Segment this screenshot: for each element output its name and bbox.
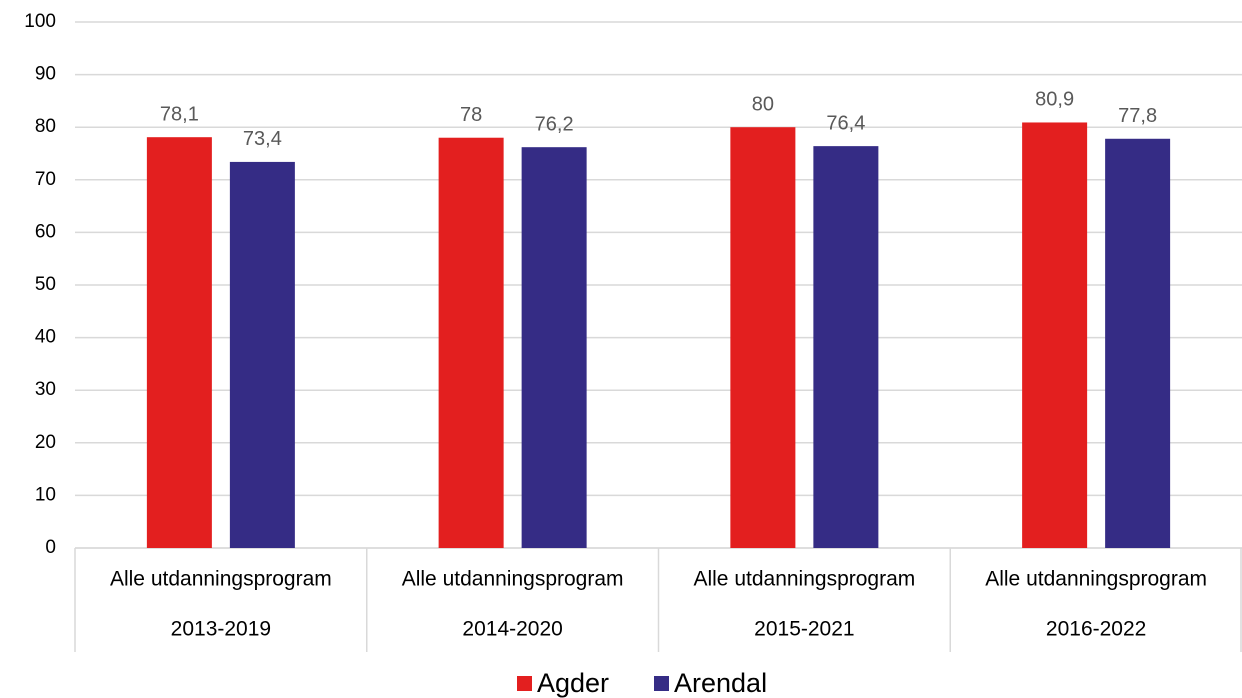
bar xyxy=(521,147,587,549)
value-label: 76,2 xyxy=(535,113,574,135)
value-label: 80 xyxy=(752,93,774,115)
x-group-label: 2016-2022 xyxy=(1046,618,1146,641)
x-tick-label: Alle utdanningsprogram xyxy=(985,568,1207,591)
value-label: 77,8 xyxy=(1118,105,1157,127)
value-label: 73,4 xyxy=(243,128,282,150)
value-label: 78,1 xyxy=(160,103,199,125)
y-tick-label: 40 xyxy=(35,327,56,348)
legend-label: Agder xyxy=(537,668,609,698)
bar xyxy=(1105,138,1171,548)
bar xyxy=(813,146,879,549)
y-tick-label: 10 xyxy=(35,484,56,505)
y-tick-label: 70 xyxy=(35,169,56,190)
x-group-label: 2015-2021 xyxy=(754,618,854,641)
legend-label: Arendal xyxy=(674,668,767,698)
value-label: 80,9 xyxy=(1035,89,1074,111)
x-tick-label: Alle utdanningsprogram xyxy=(693,568,915,591)
y-tick-label: 60 xyxy=(35,221,56,242)
x-tick-label: Alle utdanningsprogram xyxy=(110,568,332,591)
bar xyxy=(229,161,295,548)
y-tick-label: 80 xyxy=(35,116,56,137)
x-group-label: 2013-2019 xyxy=(171,618,271,641)
x-tick-label: Alle utdanningsprogram xyxy=(402,568,624,591)
bar xyxy=(1022,122,1088,548)
y-tick-label: 0 xyxy=(45,537,56,558)
y-tick-label: 100 xyxy=(24,11,56,32)
value-label: 76,4 xyxy=(826,112,865,134)
y-tick-label: 20 xyxy=(35,432,56,453)
value-label: 78 xyxy=(460,104,482,126)
y-tick-label: 30 xyxy=(35,379,56,400)
bar xyxy=(146,137,212,548)
y-tick-label: 90 xyxy=(35,64,56,85)
legend-swatch xyxy=(517,676,532,691)
bar xyxy=(730,127,796,548)
y-tick-label: 50 xyxy=(35,274,56,295)
bar xyxy=(438,137,504,548)
x-group-label: 2014-2020 xyxy=(462,618,562,641)
legend-swatch xyxy=(654,676,669,691)
